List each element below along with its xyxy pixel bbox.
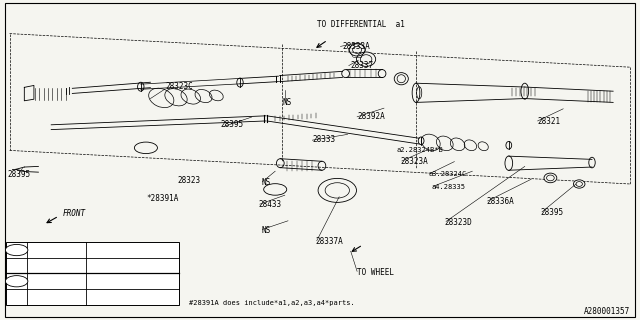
Text: a3.28324C: a3.28324C — [429, 172, 467, 177]
Text: 28321: 28321 — [538, 117, 561, 126]
Ellipse shape — [318, 179, 356, 203]
Circle shape — [264, 184, 287, 195]
Text: 28324B*A: 28324B*A — [39, 278, 74, 284]
Text: 28395: 28395 — [8, 170, 31, 179]
Text: 28433: 28433 — [259, 200, 282, 209]
Circle shape — [5, 244, 28, 256]
Text: 28324: 28324 — [45, 294, 67, 300]
Text: 1: 1 — [15, 247, 19, 253]
Text: NS: NS — [283, 98, 292, 107]
Text: NS: NS — [261, 178, 270, 187]
Text: 28395: 28395 — [541, 208, 564, 217]
Text: 28323: 28323 — [178, 176, 201, 185]
Ellipse shape — [544, 173, 557, 183]
Text: 28323C: 28323C — [165, 82, 193, 91]
Text: TO WHEEL: TO WHEEL — [357, 268, 394, 277]
Circle shape — [134, 142, 157, 154]
Text: A280001357: A280001357 — [584, 308, 630, 316]
Text: S.36R#,DBK,CVT: S.36R#,DBK,CVT — [103, 294, 162, 300]
Text: FRONT: FRONT — [63, 209, 86, 218]
Text: 28337A: 28337A — [316, 237, 343, 246]
Text: 28323D: 28323D — [445, 218, 472, 227]
Text: #28391A does include*a1,a2,a3,a4*parts.: #28391A does include*a1,a2,a3,a4*parts. — [189, 300, 355, 306]
Text: TO DIFFERENTIAL  a1: TO DIFFERENTIAL a1 — [317, 20, 404, 28]
Text: 2: 2 — [15, 278, 19, 284]
Text: 28333: 28333 — [312, 135, 335, 144]
Text: 28324A: 28324A — [44, 263, 69, 269]
Text: 28395: 28395 — [221, 120, 244, 129]
Ellipse shape — [573, 180, 585, 188]
Text: 28324C: 28324C — [44, 247, 69, 253]
Text: 28337: 28337 — [351, 61, 374, 70]
Text: *28391A: *28391A — [146, 194, 179, 203]
Text: 28333A: 28333A — [342, 42, 370, 51]
Text: a2.28324B*B: a2.28324B*B — [397, 148, 444, 153]
Text: NS: NS — [261, 226, 270, 235]
Text: 28392A: 28392A — [357, 112, 385, 121]
Text: 28323A: 28323A — [400, 157, 428, 166]
Text: S.25I#,DBK,6MT: S.25I#,DBK,6MT — [103, 247, 162, 253]
Bar — [6, 242, 179, 305]
Text: 28336A: 28336A — [486, 197, 514, 206]
Text: 2: 2 — [273, 185, 278, 194]
Text: a4.28335: a4.28335 — [432, 184, 466, 190]
Text: S.36R#,DBK,CVT: S.36R#,DBK,CVT — [103, 263, 162, 269]
Text: S.25I#,DBK,6MT: S.25I#,DBK,6MT — [103, 278, 162, 284]
Ellipse shape — [356, 52, 376, 67]
Text: 1: 1 — [143, 143, 148, 152]
Circle shape — [5, 276, 28, 287]
